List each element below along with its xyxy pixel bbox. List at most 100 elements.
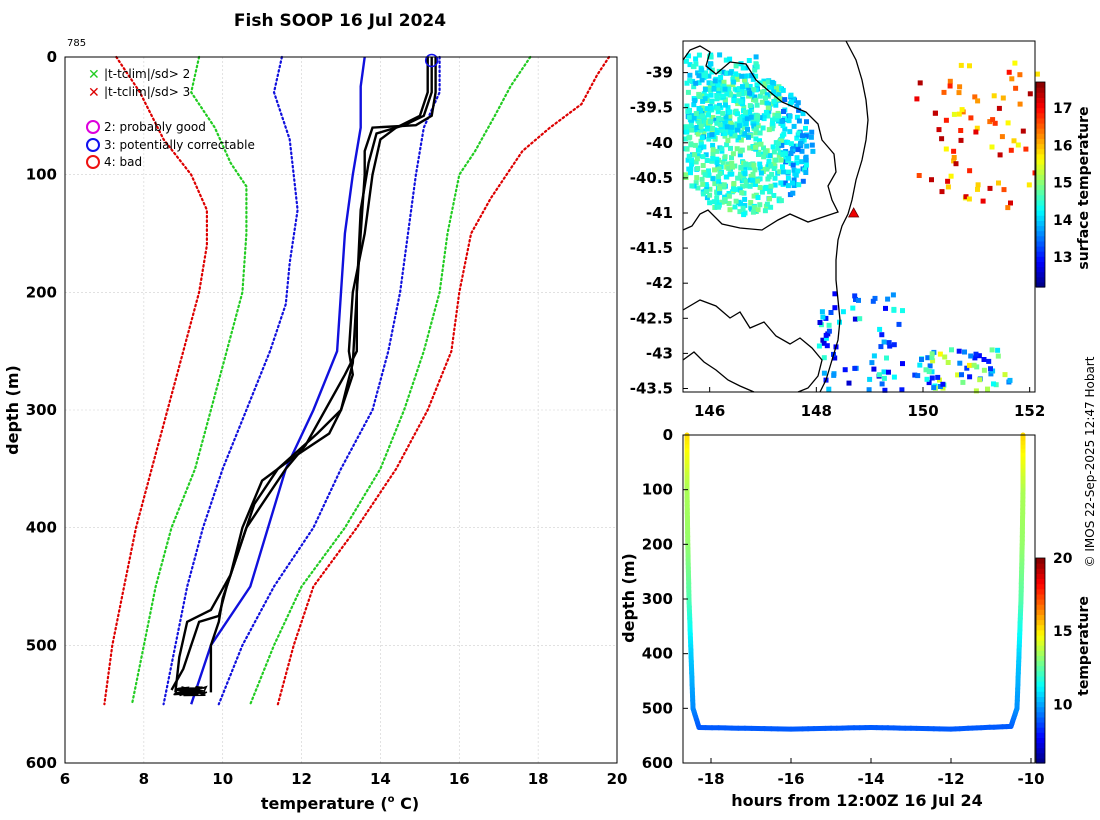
sst-pixel	[821, 340, 827, 346]
sst-pixel	[716, 116, 722, 122]
sst-pixel	[754, 64, 760, 70]
sst-pixel	[883, 305, 888, 311]
sst-pixel	[694, 125, 700, 130]
sst-pixel	[706, 80, 712, 86]
sst-pixel	[757, 185, 763, 190]
sst-pixel	[869, 360, 875, 366]
sst-pixel	[948, 173, 954, 179]
sst-pixel	[776, 152, 782, 158]
sst-pixel	[725, 138, 731, 143]
sst-pixel	[729, 155, 734, 161]
sst-pixel	[735, 175, 741, 181]
sst-pixel	[823, 332, 829, 338]
time-depth-panel: -18 -16 -14 -12 -10 0 100 200 300 400 500 600 hours…	[619, 426, 1092, 810]
sst-pixel	[688, 166, 694, 172]
sst-pixel	[763, 95, 768, 101]
sst-pixel	[714, 130, 720, 136]
sst-pixel	[949, 347, 954, 353]
sst-pixel	[796, 118, 802, 124]
sst-pixel	[804, 119, 809, 125]
sst-pixel	[767, 189, 773, 195]
sst-pixel	[753, 61, 759, 67]
sst-pixel	[762, 208, 768, 214]
sst-pixel	[1034, 71, 1040, 77]
sst-pixel	[939, 189, 945, 195]
sst-pixel	[795, 147, 801, 153]
sst-pixel	[819, 309, 825, 315]
sst-pixel	[803, 125, 808, 131]
sst-pixel	[746, 87, 752, 93]
profile-axes-box	[64, 56, 618, 764]
temperature-colorbar-segment	[1036, 650, 1045, 656]
sst-pixel	[749, 206, 755, 212]
temperature-colorbar-segment	[1036, 716, 1045, 723]
sst-pixel	[977, 377, 983, 383]
sst-pixel	[786, 156, 792, 162]
sst-pixel	[757, 176, 763, 182]
sst-pixel	[744, 90, 750, 96]
sst-pixel	[748, 114, 754, 120]
sst-pixel	[735, 98, 741, 104]
sst-pixel	[782, 180, 788, 186]
sst-pixel	[955, 372, 961, 378]
sst-pixel	[722, 120, 727, 126]
sst-pixel	[712, 167, 717, 173]
map-ticks: 146 148 150 152 -39 -39.5 -40 -40.5 -41 -41.5 -42 -…	[630, 64, 1046, 420]
sst-pixel	[991, 381, 996, 387]
sst-pixel	[715, 86, 721, 92]
tasmania-north-coast	[682, 45, 839, 231]
sst-pixel	[871, 366, 877, 372]
sst-colorbar-segment	[1036, 107, 1045, 114]
sst-pixel	[742, 171, 748, 177]
sst-pixel	[687, 72, 693, 78]
sst-pixel	[754, 120, 760, 126]
sst-pixel	[701, 131, 707, 137]
sst-pixel	[688, 141, 694, 147]
sst-pixel	[776, 116, 782, 122]
sst-pixel	[729, 160, 735, 166]
profile-series-line	[162, 55, 299, 706]
sst-pixel	[957, 84, 963, 90]
sst-colorbar-segment	[1036, 169, 1045, 175]
sst-pixel	[891, 342, 897, 348]
sst-pixel	[794, 135, 800, 141]
sst-pixel	[728, 129, 734, 135]
temperature-colorbar-segment	[1036, 675, 1045, 682]
sst-pixel	[989, 347, 995, 353]
sst-pixel	[791, 177, 797, 183]
sst-pixel	[753, 73, 759, 79]
sst-pixel	[699, 176, 705, 182]
sst-pixel	[706, 136, 712, 142]
sst-pixel	[720, 159, 726, 165]
sst-pixel	[1002, 372, 1008, 378]
sst-pixel	[926, 369, 932, 374]
sst-pixel	[931, 385, 937, 391]
sst-pixel	[872, 295, 878, 301]
sst-pixel	[790, 180, 795, 186]
sst-colorbar-segment	[1036, 174, 1045, 180]
sst-pixel	[741, 212, 747, 218]
sst-pixel	[887, 343, 893, 349]
sst-pixel	[692, 142, 698, 148]
sst-pixel	[824, 343, 830, 349]
sst-pixel	[817, 320, 823, 325]
sst-pixel	[777, 150, 783, 156]
sst-pixel	[728, 145, 733, 151]
profile-series-line	[130, 55, 248, 706]
temperature-colorbar-box	[1035, 557, 1046, 764]
sst-pixel	[701, 73, 707, 78]
sst-pixel	[699, 77, 705, 83]
sst-pixel	[737, 187, 743, 193]
flag-circle-marker	[424, 53, 439, 68]
sst-pixel	[717, 52, 723, 58]
sst-pixel	[974, 364, 980, 370]
sst-pixel	[771, 166, 777, 171]
profile-series-line	[103, 55, 208, 706]
sst-pixel	[876, 372, 882, 378]
sst-pixel	[689, 157, 694, 163]
sst-colorbar-box	[1035, 81, 1046, 288]
sst-pixel	[748, 173, 754, 179]
sst-pixel	[804, 143, 810, 149]
sst-pixel	[721, 79, 727, 85]
sst-pixel	[721, 182, 727, 188]
